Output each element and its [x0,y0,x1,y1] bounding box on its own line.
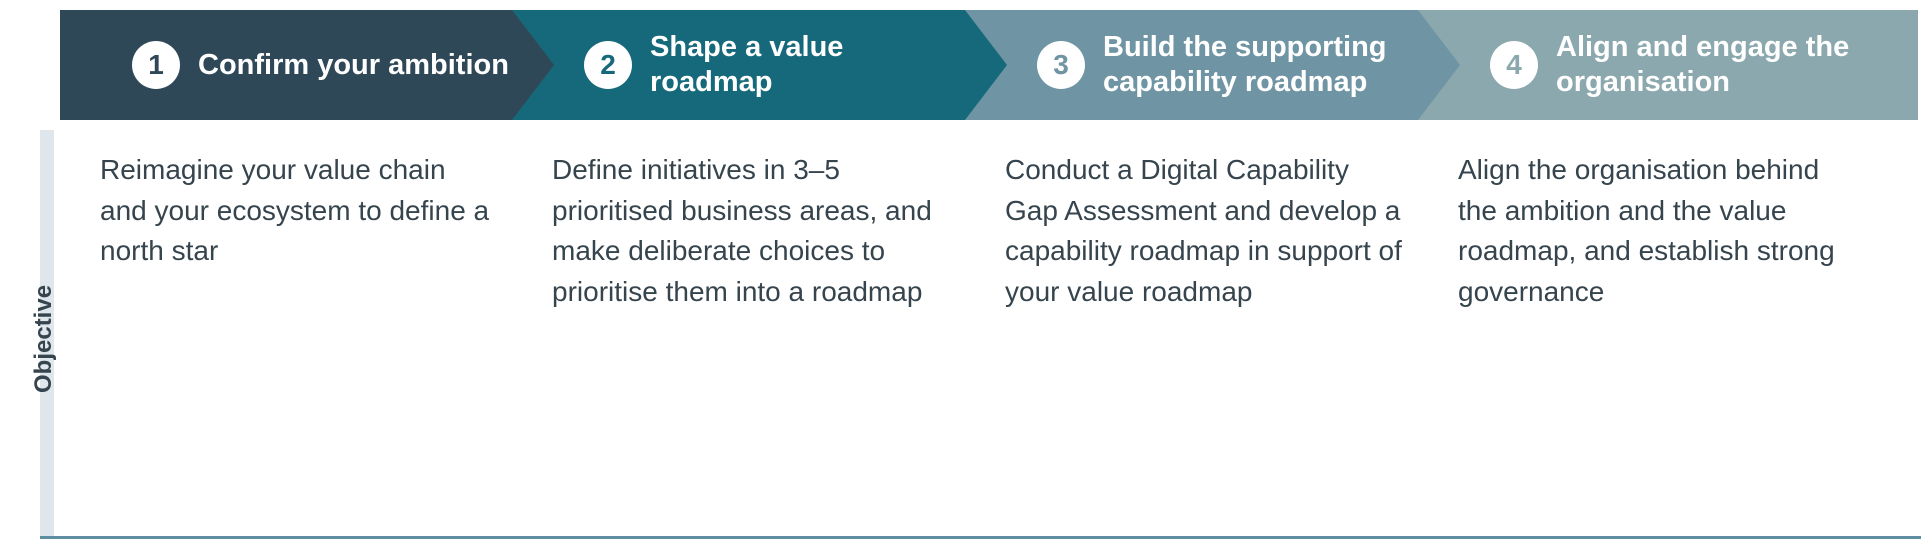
step-body-2: Define initiatives in 3–5 prioritised bu… [552,150,952,312]
step-title-2: Shape a value roadmap [650,30,970,100]
step-number-1: 1 [148,49,164,81]
chevron-step-3: 3 Build the supporting capability roadma… [965,10,1465,120]
chevron-step-4: 4 Align and engage the organisation [1418,10,1918,120]
bottom-divider [40,536,1921,539]
step-badge-1: 1 [132,41,180,89]
step-title-1: Confirm your ambition [198,48,509,83]
step-title-4: Align and engage the organisation [1556,30,1876,100]
objective-label: Objective [30,285,58,393]
step-number-2: 2 [600,49,616,81]
step-body-4: Align the organisation behind the ambiti… [1458,150,1858,312]
chevron-step-2: 2 Shape a value roadmap [512,10,1012,120]
step-badge-2: 2 [584,41,632,89]
step-badge-3: 3 [1037,41,1085,89]
objective-body-row: Reimagine your value chain and your ecos… [100,150,1910,500]
chevron-row: 1 Confirm your ambition 2 Shape a value … [60,10,1910,120]
step-title-3: Build the supporting capability roadmap [1103,30,1423,100]
step-body-3: Conduct a Digital Capability Gap Assessm… [1005,150,1405,312]
step-number-3: 3 [1053,49,1069,81]
process-chevron-infographic: 1 Confirm your ambition 2 Shape a value … [0,0,1921,546]
step-number-4: 4 [1506,49,1522,81]
step-badge-4: 4 [1490,41,1538,89]
chevron-step-1: 1 Confirm your ambition [60,10,560,120]
step-body-1: Reimagine your value chain and your ecos… [100,150,500,272]
